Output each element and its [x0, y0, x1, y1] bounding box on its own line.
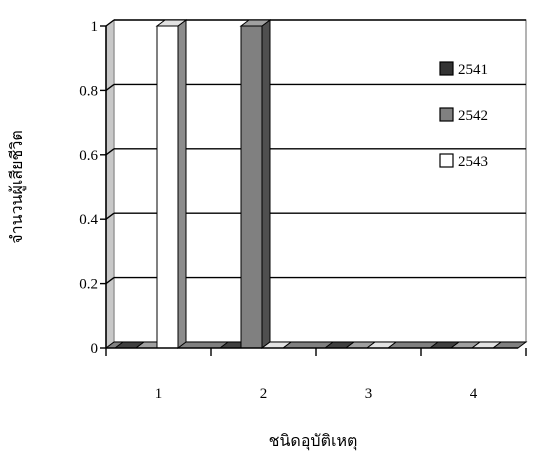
x-tick-label-3: 3 [365, 386, 373, 402]
legend-label-2543: 2543 [458, 154, 488, 170]
gridline-side-5 [105, 19, 115, 27]
x-tick-label-2: 2 [260, 386, 268, 402]
gridline-side-1 [105, 277, 115, 285]
legend-label-2542: 2542 [458, 108, 488, 124]
side-wall [105, 19, 115, 349]
y-tick-label-4: 0.8 [79, 83, 98, 99]
gridline-side-2 [105, 212, 115, 220]
bar-2543-cat-1 [155, 19, 188, 349]
y-tick-labels: 0 0.2 0.4 0.6 0.8 1 [79, 19, 98, 357]
y-tick-label-3: 0.6 [79, 148, 98, 164]
axes [100, 25, 527, 356]
bar-2542-cat-2-side [261, 19, 271, 349]
bar-2543-cat-2 [260, 341, 293, 349]
x-tick-label-4: 4 [470, 386, 478, 402]
bar-2543-cat-1-front [156, 25, 179, 349]
y-tick-label-0: 0 [91, 341, 99, 357]
legend-label-2541: 2541 [458, 62, 488, 78]
legend-swatch-2543 [439, 153, 454, 168]
bar-2542-cat-2 [239, 19, 272, 349]
x-tick-labels: 1 2 3 4 [155, 386, 478, 402]
bar-2543-cat-1-side [177, 19, 187, 349]
gridline-side-3 [105, 148, 115, 156]
y-tick-label-5: 1 [91, 19, 99, 35]
bars [113, 19, 503, 349]
y-tick-label-2: 0.4 [79, 212, 98, 228]
legend-swatch-2542 [439, 107, 454, 122]
legend-swatch-2541 [439, 61, 454, 76]
x-tick-label-1: 1 [155, 386, 163, 402]
y-axis-title: จำนวนผู้เสียชีวิต [8, 130, 27, 243]
bar-2542-cat-2-front [240, 25, 263, 349]
x-axis-title: ชนิดอุบัติเหตุ [269, 433, 358, 451]
y-tick-label-1: 0.2 [79, 277, 98, 293]
legend: 2541 2542 2543 [439, 61, 488, 170]
gridline-side-4 [105, 83, 115, 91]
